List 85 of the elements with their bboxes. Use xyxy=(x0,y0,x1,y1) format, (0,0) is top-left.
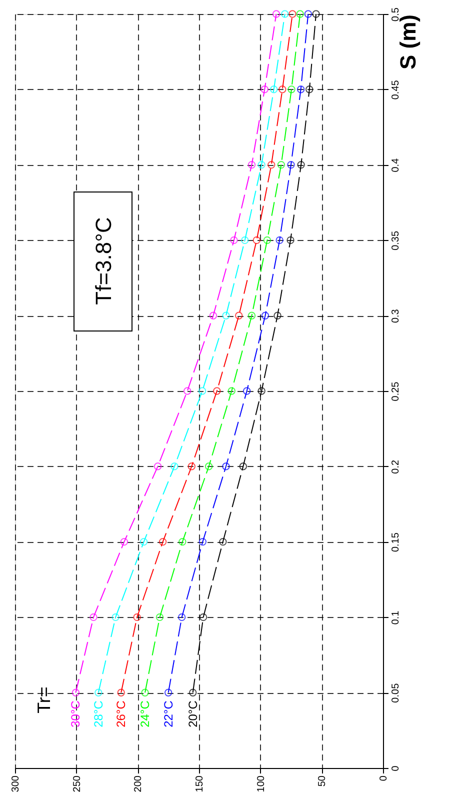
point xyxy=(272,10,280,18)
text: 30°C xyxy=(68,700,83,728)
x-tick-label: 50 xyxy=(317,775,328,787)
point xyxy=(296,10,304,18)
y-tick-label: 0.35 xyxy=(390,230,402,250)
point xyxy=(263,236,272,244)
point xyxy=(198,387,206,395)
point xyxy=(117,688,125,696)
point xyxy=(306,86,314,94)
text: 20°C xyxy=(186,700,200,728)
text: 26°C xyxy=(114,700,128,728)
point xyxy=(304,10,312,18)
point xyxy=(248,312,256,320)
point xyxy=(288,86,296,94)
point xyxy=(278,86,286,94)
y-tick-label: 0 xyxy=(390,765,402,772)
point xyxy=(188,462,196,470)
point xyxy=(170,462,178,470)
point xyxy=(297,160,305,169)
point xyxy=(242,387,251,395)
point xyxy=(222,462,230,470)
point xyxy=(274,312,282,320)
point xyxy=(133,613,141,622)
point xyxy=(288,10,296,18)
point xyxy=(260,86,268,94)
y-tick-label: 0.2 xyxy=(390,460,402,474)
point xyxy=(261,312,270,320)
point xyxy=(248,160,256,169)
point xyxy=(252,236,261,244)
x-tick-label: 250 xyxy=(72,775,83,792)
point xyxy=(94,688,102,696)
y-tick-label: 0.25 xyxy=(390,381,402,402)
text: 22°C xyxy=(161,700,176,728)
point xyxy=(239,462,248,470)
point xyxy=(268,160,276,169)
x-tick-label: 200 xyxy=(133,775,144,792)
point xyxy=(277,160,286,169)
text: 24°C xyxy=(138,700,152,728)
point xyxy=(228,387,236,395)
point xyxy=(90,613,98,622)
point xyxy=(120,538,128,546)
point xyxy=(235,312,243,320)
point xyxy=(241,236,249,244)
text: 28°C xyxy=(91,700,106,728)
point xyxy=(258,387,266,395)
point xyxy=(286,236,294,244)
point xyxy=(189,688,197,696)
annotation: Tf=3.8°C xyxy=(91,217,116,305)
point xyxy=(312,10,320,18)
y-tick-label: 0.15 xyxy=(390,532,402,552)
x-tick-label: 150 xyxy=(194,775,206,792)
y-tick-label: 0.05 xyxy=(390,682,402,703)
point xyxy=(209,312,218,320)
point xyxy=(287,160,295,169)
point xyxy=(230,236,238,244)
y-tick-label: 0.4 xyxy=(390,158,402,172)
point xyxy=(156,613,164,622)
y-tick-label: 0.45 xyxy=(390,80,402,100)
point xyxy=(213,387,221,395)
point xyxy=(276,236,284,244)
x-tick-label: 0 xyxy=(378,775,390,782)
y-tick-label: 0.1 xyxy=(390,610,402,625)
point xyxy=(204,462,213,470)
point xyxy=(154,462,162,470)
point xyxy=(72,688,80,696)
point xyxy=(112,613,120,622)
point xyxy=(199,613,208,622)
point xyxy=(178,613,186,622)
point xyxy=(219,538,227,546)
point xyxy=(183,387,192,395)
point xyxy=(164,688,172,696)
point xyxy=(158,538,167,546)
point xyxy=(270,86,278,94)
point xyxy=(178,538,186,546)
point xyxy=(140,538,148,546)
point xyxy=(258,160,266,169)
point xyxy=(281,10,289,18)
x-tick-label: 300 xyxy=(10,775,22,792)
x-tick-label: 100 xyxy=(256,775,267,792)
annotation: Tr= xyxy=(34,686,54,714)
y-tick-label: 0.3 xyxy=(390,308,402,324)
point xyxy=(296,86,305,94)
point xyxy=(198,538,207,546)
point xyxy=(222,312,230,320)
point xyxy=(141,688,149,696)
